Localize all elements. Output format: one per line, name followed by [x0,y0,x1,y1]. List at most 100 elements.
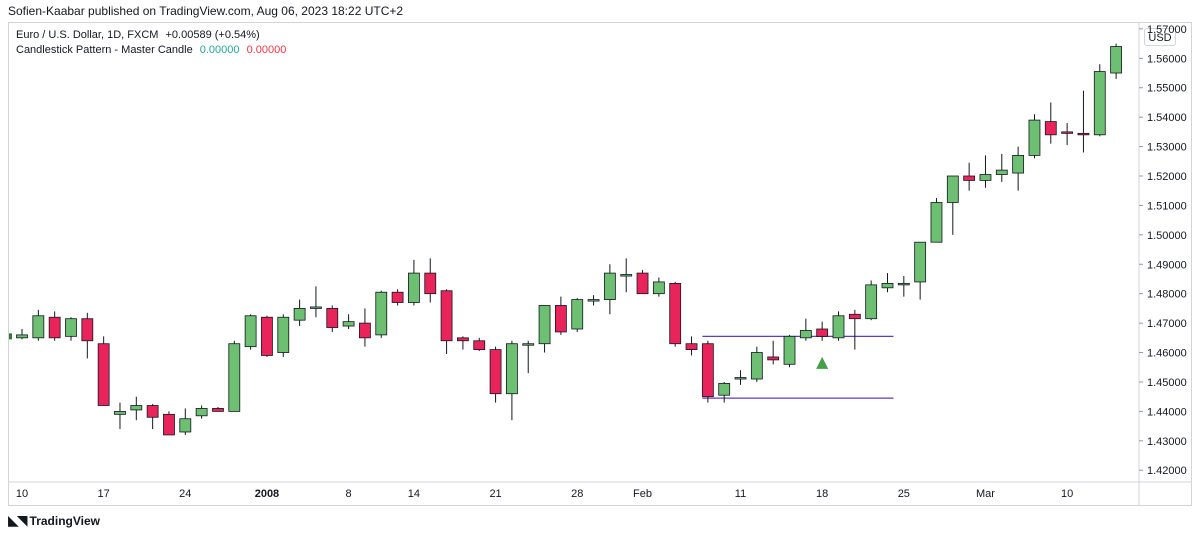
candle-body [310,306,322,309]
candle-body [261,316,273,356]
x-tick-label: 11 [735,488,746,500]
candle-body [995,169,1008,175]
candle-body [457,337,469,342]
candle-body [718,383,731,396]
candle-body [979,174,992,181]
candle-body [750,352,763,380]
brand-name: TradingView [29,513,101,528]
y-tick-label: 1.49000 [1147,259,1187,271]
candle-body [1093,71,1106,136]
candle-body [799,330,812,339]
y-tick-label: 1.44000 [1147,406,1187,418]
candle-body [963,175,976,181]
y-tick-label: 1.52000 [1147,171,1187,183]
candle-body [652,281,665,295]
y-tick-label: 1.45000 [1147,377,1187,389]
candle-body [1044,121,1057,136]
indicator-legend[interactable]: Candlestick Pattern - Master Candle 0.00… [16,44,290,56]
x-tick-label: 21 [489,488,501,500]
candle-body [620,274,633,277]
indicator-value-bullish: 0.00000 [199,44,240,56]
candle-body [522,343,535,346]
candle-body [97,343,110,406]
candle-body [424,272,437,295]
candle-body [701,343,714,398]
candle-body [816,328,829,337]
candle-body [65,318,77,337]
candle-body [440,290,453,342]
price-change: +0.00589 (+0.54%) [165,29,260,41]
y-tick-label: 1.51000 [1147,200,1187,212]
y-tick-label: 1.42000 [1147,465,1187,477]
y-tick-label: 1.53000 [1147,142,1187,154]
indicator-value-bearish: 0.00000 [246,44,287,56]
candle-body [195,408,208,417]
candle-body [146,405,159,418]
x-tick-label: Mar [976,488,995,500]
candle-body [930,202,943,243]
candle-body [538,305,551,345]
candle-body [1028,119,1041,156]
candle-body [914,241,927,283]
candle-body [1012,155,1025,174]
candle-body [391,291,404,303]
x-tick-label: 17 [98,488,110,500]
candle-body [571,299,584,330]
candle-body [505,343,518,395]
x-tick-label: 8 [346,488,352,500]
candle-body [865,284,878,320]
candle-body [277,316,290,353]
candle-body [326,308,339,328]
candle-body [408,272,420,303]
candle-body [1061,131,1074,134]
candle-body [946,175,959,203]
candle-body [881,282,894,289]
publisher-line: Sofien-Kaabar published on TradingView.c… [8,4,404,18]
y-tick-label: 1.43000 [1147,436,1187,448]
candle-body [179,418,192,433]
currency-button[interactable]: USD [1144,28,1176,46]
y-tick-label: 1.55000 [1147,83,1187,95]
candle-body [734,377,747,380]
x-tick-label: 10 [16,488,28,500]
left-price-marker [9,333,12,340]
tradingview-logo[interactable]: ◣◥ TradingView [8,512,100,529]
y-tick-label: 1.46000 [1147,348,1187,360]
candle-body [293,308,306,321]
x-tick-label: 10 [1061,488,1073,500]
candle-body [32,315,45,339]
candle-body [359,322,371,339]
candle-body [603,272,616,300]
bullish-signal-icon [816,356,829,369]
candle-body [587,299,600,302]
x-tick-label: 2008 [255,488,279,500]
x-tick-label: 18 [816,488,828,500]
candle-body [897,282,910,286]
candle-body [554,305,567,333]
candle-body [636,272,649,295]
candle-body [783,335,796,365]
y-tick-label: 1.47000 [1147,318,1187,330]
candle-body [375,291,388,336]
candle-body [1110,46,1123,74]
y-tick-label: 1.54000 [1147,112,1187,124]
symbol-legend[interactable]: Euro / U.S. Dollar, 1D, FXCM +0.00589 (+… [16,29,264,41]
candle-body [848,313,861,320]
candle-body [16,334,28,339]
x-tick-label: 14 [408,488,420,500]
candle-body [489,349,502,395]
x-tick-label: 25 [898,488,910,500]
candle-body [669,282,682,345]
candle-body [767,356,780,361]
x-tick-label: 28 [571,488,583,500]
candle-body [130,405,143,411]
candle-body [48,316,61,339]
chart-frame [8,22,1192,506]
candle-body [163,413,175,436]
x-tick-label: Feb [633,488,652,500]
x-tick-label: 24 [179,488,191,500]
candle-body [342,321,355,327]
y-tick-label: 1.57000 [1147,24,1187,36]
symbol-title: Euro / U.S. Dollar, 1D, FXCM [16,29,159,41]
